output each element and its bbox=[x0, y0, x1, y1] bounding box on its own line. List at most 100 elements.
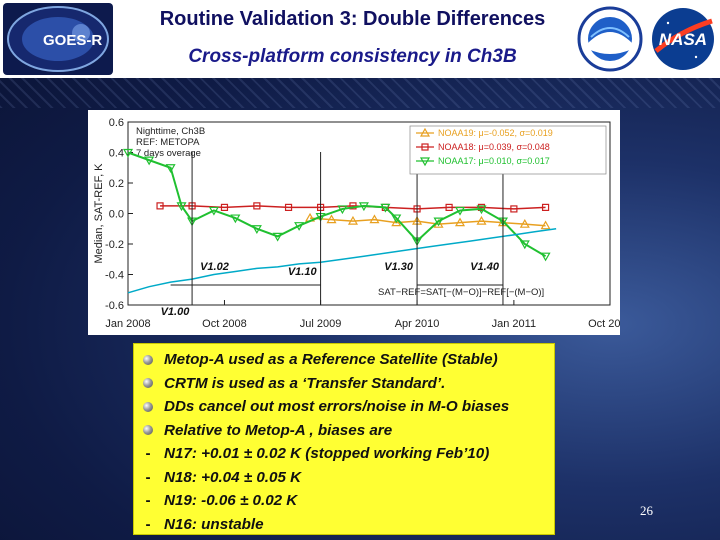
inverted-triangle-marker bbox=[294, 222, 305, 231]
chart-info-text: REF: METOPA bbox=[136, 137, 200, 148]
x-tick-label: Jul 2009 bbox=[300, 318, 342, 330]
bullet-item: DDs cancel out most errors/noise in M-O … bbox=[142, 395, 554, 419]
inverted-triangle-marker bbox=[144, 156, 155, 166]
x-tick-label: Oct 2008 bbox=[202, 318, 247, 330]
series-line bbox=[309, 217, 546, 227]
version-label: V1.00 bbox=[161, 306, 191, 318]
bullet-text: N19: -0.06 ± 0.02 K bbox=[164, 492, 298, 509]
formula-text: SAT−REF=SAT[−(M−O)]−REF[−(M−O)] bbox=[378, 287, 544, 298]
chart-info-text: 7 days overage bbox=[136, 148, 201, 159]
version-label: V1.30 bbox=[384, 261, 414, 273]
bullet-dash: - bbox=[145, 515, 151, 533]
bullet-dot-icon bbox=[142, 419, 154, 443]
inverted-triangle-marker bbox=[454, 206, 466, 216]
bullet-item: Metop-A used as a Reference Satellite (S… bbox=[142, 348, 554, 372]
bullet-dot-icon bbox=[142, 372, 154, 396]
bullet-item: CRTM is used as a ‘Transfer Standard’. bbox=[142, 372, 554, 396]
triangle-marker bbox=[369, 214, 380, 224]
bullet-item: - N18: +0.04 ± 0.05 K bbox=[142, 466, 554, 490]
legend-label: NOAA19: μ=-0.052, σ=0.019 bbox=[438, 128, 553, 138]
bullet-dash: - bbox=[145, 445, 151, 462]
inverted-triangle-marker bbox=[272, 232, 283, 242]
inverted-triangle-marker bbox=[433, 217, 444, 227]
x-tick-label: Jan 2008 bbox=[105, 318, 150, 330]
bullet-text: N18: +0.04 ± 0.05 K bbox=[164, 468, 302, 486]
inverted-triangle-marker bbox=[476, 205, 487, 215]
square-marker bbox=[445, 203, 453, 212]
y-tick-label: 0.2 bbox=[109, 178, 124, 190]
square-marker bbox=[541, 203, 550, 212]
triangle-marker bbox=[391, 217, 402, 227]
bullet-item: - N16: unstable bbox=[142, 513, 554, 537]
inverted-triangle-marker bbox=[358, 202, 369, 212]
square-marker bbox=[510, 205, 518, 213]
x-tick-label: Apr 2010 bbox=[395, 318, 440, 330]
y-tick-label: 0.0 bbox=[109, 209, 124, 221]
legend-box bbox=[409, 125, 607, 175]
inverted-triangle-marker bbox=[208, 206, 219, 216]
inverted-triangle-marker bbox=[176, 202, 187, 212]
bullet-text: Metop-A used as a Reference Satellite (S… bbox=[164, 351, 498, 368]
bullet-text: Relative to Metop-A , biases are bbox=[164, 421, 393, 439]
triangle-marker bbox=[540, 220, 551, 230]
square-marker bbox=[421, 143, 429, 151]
triangle-marker bbox=[347, 215, 359, 225]
bullet-text: N16: unstable bbox=[164, 515, 264, 533]
y-axis-label: Median, SAT-REF, K bbox=[93, 163, 105, 264]
inverted-triangle-marker bbox=[391, 214, 402, 224]
inverted-triangle-marker bbox=[519, 240, 530, 250]
square-marker bbox=[156, 202, 164, 210]
legend-label: NOAA18: μ=0.039, σ=0.048 bbox=[438, 142, 550, 152]
bullet-text: N17: +0.01 ± 0.02 K (stopped working Feb… bbox=[164, 445, 490, 462]
page-subtitle: Cross-platform consistency in Ch3B bbox=[188, 46, 517, 67]
version-label: V1.10 bbox=[288, 266, 318, 278]
inverted-triangle-marker bbox=[230, 214, 241, 224]
page-number: 26 bbox=[640, 503, 653, 518]
triangle-marker bbox=[454, 217, 466, 227]
version-label: V1.40 bbox=[470, 261, 500, 273]
bullet-list: Metop-A used as a Reference Satellite (S… bbox=[134, 344, 554, 536]
bullet-box: Metop-A used as a Reference Satellite (S… bbox=[133, 343, 555, 535]
bullet-item: - N17: +0.01 ± 0.02 K (stopped working Fe… bbox=[142, 442, 554, 466]
annotation-layer: V1.02 V1.10 V1.30 V1.40 V1.00 SAT−REF=SAT[−(M… bbox=[161, 152, 544, 318]
y-tick-label: -0.6 bbox=[105, 300, 124, 312]
bullet-item: Relative to Metop-A , biases are bbox=[142, 419, 554, 443]
triangle-marker bbox=[476, 215, 487, 225]
double-difference-chart: -0.6 -0.4 -0.2 0.0 0.2 0.4 0.6 Jan 2008 Oct 2008… bbox=[93, 117, 632, 330]
inverted-triangle-marker bbox=[251, 225, 262, 234]
square-marker bbox=[253, 202, 261, 210]
nasa-logo: NASA bbox=[650, 3, 716, 75]
goes-r-logo-text: GOES-R bbox=[43, 32, 102, 49]
x-tick-label: Jan 2011 bbox=[492, 318, 536, 330]
noaa-logo-icon bbox=[577, 3, 644, 75]
goes-r-logo: GOES-R bbox=[3, 3, 113, 75]
triangle-marker bbox=[326, 214, 337, 224]
chart-panel: -0.6 -0.4 -0.2 0.0 0.2 0.4 0.6 Jan 2008 Oct 2008… bbox=[88, 110, 632, 335]
y-tick-label: 0.4 bbox=[109, 148, 124, 160]
x-tick-label: Oct 2011 bbox=[588, 318, 620, 330]
page-title: Routine Validation 3: Double Differences bbox=[159, 8, 546, 30]
bullet-dash: - bbox=[145, 468, 151, 486]
header-bar: GOES-R Routine Validation 3: Double Diff… bbox=[0, 0, 720, 78]
triangle-marker bbox=[519, 218, 530, 228]
version-label: V1.02 bbox=[200, 261, 229, 273]
bullet-dot-icon bbox=[142, 395, 154, 419]
nasa-logo-text: NASA bbox=[659, 30, 707, 49]
inverted-triangle-marker bbox=[380, 203, 391, 213]
series-layer bbox=[122, 148, 557, 294]
inverted-triangle-marker bbox=[165, 164, 176, 173]
legend-layer: NOAA19: μ=-0.052, σ=0.019 NOAA18: μ=0.039… bbox=[409, 125, 607, 175]
inverted-triangle-marker bbox=[122, 148, 134, 158]
bullet-dot-icon bbox=[142, 348, 154, 372]
bullet-dash: - bbox=[145, 492, 151, 509]
inverted-triangle-marker bbox=[540, 252, 551, 262]
chart-info-text: Nighttime, Ch3B bbox=[136, 126, 205, 137]
series-line bbox=[127, 228, 557, 294]
square-marker bbox=[284, 203, 293, 212]
bullet-text: DDs cancel out most errors/noise in M-O … bbox=[164, 398, 510, 415]
square-marker bbox=[220, 203, 229, 212]
series-line bbox=[160, 205, 546, 210]
y-tick-label: -0.4 bbox=[105, 270, 124, 282]
y-tick-label: -0.2 bbox=[105, 239, 124, 251]
square-marker bbox=[349, 202, 357, 210]
